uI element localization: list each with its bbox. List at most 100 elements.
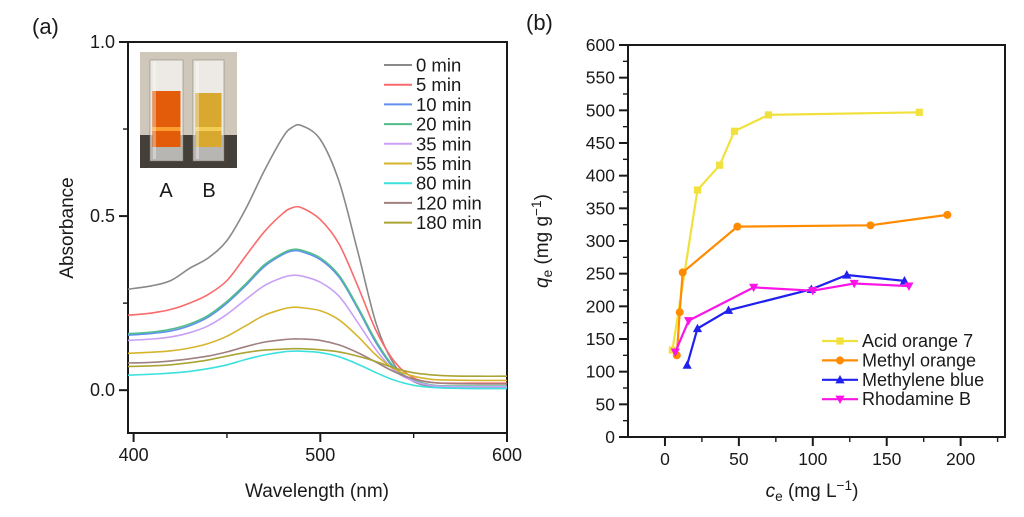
data-point-triangle-down <box>904 282 914 291</box>
x-tick-label: 50 <box>729 449 749 469</box>
legend-label: 180 min <box>416 212 482 233</box>
x-tick-label: 0 <box>660 449 670 469</box>
legend-label: 20 min <box>416 114 472 135</box>
data-point-triangle-down <box>684 317 694 326</box>
data-point-square <box>693 186 702 194</box>
series-Methyl-orange <box>672 210 952 360</box>
spectrum-curve-180-min <box>127 347 508 378</box>
data-point-circle <box>943 210 952 219</box>
y-tick-label: 150 <box>586 329 615 349</box>
data-point-triangle-up <box>682 360 692 369</box>
legend-label: Acid orange 7 <box>862 331 973 351</box>
y-tick-label: 50 <box>596 394 616 414</box>
axis-label-part: ) <box>532 194 553 200</box>
spectrum-curve-55-min <box>127 306 508 382</box>
axis-label-part: e <box>775 489 783 504</box>
data-point-circle <box>733 222 742 231</box>
x-tick-label: 400 <box>119 445 149 465</box>
y-tick-label: 550 <box>586 68 615 88</box>
liquid-highlight-band <box>195 127 222 131</box>
data-point-triangle-up <box>835 375 845 384</box>
y-tick-label: 400 <box>586 166 615 186</box>
data-point-square <box>764 111 773 119</box>
panel-b-chart: 0 50 100 150 200 0 50 100 150 200 250 300 350 400 450 5… <box>529 35 1006 504</box>
axes-box <box>127 41 508 434</box>
axis-label-part: −1 <box>529 200 544 216</box>
data-point-triangle-down <box>835 395 845 404</box>
axis-label-part: q <box>532 277 553 288</box>
data-point-square <box>915 108 923 116</box>
y-tick-label: 0.0 <box>90 380 115 400</box>
x-tick-label: 600 <box>492 445 522 465</box>
data-point-circle <box>836 356 844 365</box>
axis-label-part: (mg g <box>532 216 553 270</box>
inset-label-b: B <box>202 180 215 202</box>
y-tick-label: 300 <box>586 231 615 251</box>
data-point-circle <box>866 221 875 230</box>
data-point-triangle-down <box>808 287 818 296</box>
inset-label-a: A <box>159 180 173 202</box>
axis-label-part: e <box>540 270 555 278</box>
y-axis-title: Absorbance <box>57 177 78 278</box>
x-tick-label: 200 <box>946 449 975 469</box>
series-line <box>671 111 920 351</box>
data-point-triangle-up <box>692 323 703 333</box>
legend-label: 35 min <box>416 133 472 154</box>
panel-a-label: (a) <box>32 14 59 39</box>
x-axis-title: Wavelength (nm) <box>245 481 389 502</box>
data-point-triangle-up <box>899 276 910 285</box>
series-Methylene-blue <box>682 270 910 369</box>
y-tick-label: 600 <box>586 35 615 55</box>
liquid-highlight-band <box>152 127 181 131</box>
legend-label: 80 min <box>416 173 472 194</box>
y-tick-label: 1.0 <box>90 32 115 52</box>
data-point-triangle-up <box>842 270 852 279</box>
data-point-square <box>730 127 739 135</box>
y-tick-label: 250 <box>586 264 615 284</box>
data-point-triangle-down <box>670 348 680 357</box>
spectrum-curve-0-min <box>127 123 508 390</box>
y-tick-label: 0 <box>605 427 615 447</box>
legend-label: 0 min <box>416 55 461 76</box>
series-line <box>674 282 909 353</box>
data-point-square <box>716 161 724 169</box>
legend-label: 55 min <box>416 153 472 174</box>
x-tick-label: 150 <box>872 449 901 469</box>
axis-label-part: c <box>766 481 776 502</box>
series-line <box>675 213 948 356</box>
glass-reflection <box>196 62 199 159</box>
data-point-circle <box>678 268 687 277</box>
legend-label: 5 min <box>416 74 461 95</box>
data-point-square <box>836 337 844 345</box>
panel-b-label: (b) <box>526 10 553 35</box>
data-point-triangle-up <box>723 305 734 314</box>
y-tick-label: 350 <box>586 198 615 218</box>
panel-a-chart: 400 500 600 0.0 0.5 1.0 Wavelength (nm) Absorba… <box>57 32 522 502</box>
y-tick-label: 200 <box>586 296 615 316</box>
data-point-circle <box>675 308 684 317</box>
y-tick-label: 0.5 <box>90 206 115 226</box>
legend-label: 120 min <box>416 192 482 213</box>
spectrum-curve-80-min <box>127 350 508 390</box>
spectra-curves <box>127 123 508 390</box>
data-point-triangle-down <box>849 279 859 289</box>
x-axis-title: ce (mg L−1) <box>766 478 859 504</box>
spectrum-curve-5-min <box>127 205 507 385</box>
data-point-triangle-down <box>749 283 759 293</box>
x-tick-label: 100 <box>798 449 827 469</box>
cuvette-liquid <box>152 91 181 147</box>
y-tick-label: 100 <box>586 362 615 382</box>
legend-label: Methyl orange <box>862 350 976 370</box>
glass-reflection <box>153 62 156 159</box>
spectrum-curve-20-min <box>127 248 507 387</box>
axis-label-part: (mg L <box>783 481 837 502</box>
y-tick-label: 500 <box>586 100 615 120</box>
axis-label-part: ) <box>852 481 858 502</box>
series-line <box>686 273 905 366</box>
spectrum-curve-35-min <box>127 274 507 388</box>
cuvette-liquid <box>195 93 222 147</box>
